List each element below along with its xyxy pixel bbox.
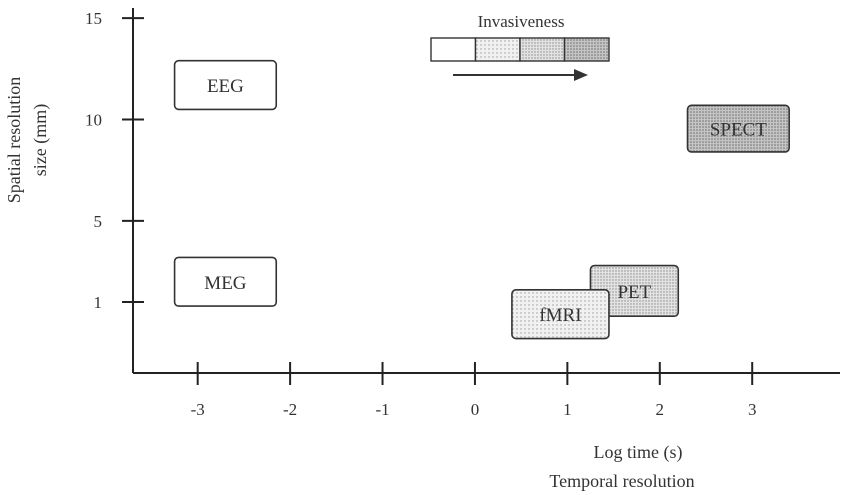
meg-label: MEG <box>204 273 247 294</box>
y-tick-label: 15 <box>85 9 102 28</box>
x-axis-title-line1: Log time (s) <box>594 442 683 463</box>
x-tick-label: 1 <box>563 400 572 419</box>
technique-boxes: EEG MEG SPECT PET fMRI <box>173 59 790 340</box>
legend-title: Invasiveness <box>478 12 565 31</box>
x-tick-label: -2 <box>283 400 297 419</box>
y-axis-ticks: 15 10 5 1 <box>85 9 144 312</box>
x-tick-label: 0 <box>471 400 480 419</box>
eeg-box <box>173 59 278 111</box>
fmri-box <box>511 289 610 340</box>
eeg-label: EEG <box>207 76 244 97</box>
spect-box <box>686 104 790 153</box>
legend-cell-level-3 <box>563 37 610 62</box>
y-tick-label: 5 <box>94 212 103 231</box>
meg-box <box>173 256 278 307</box>
invasiveness-legend: Invasiveness <box>430 12 610 81</box>
x-tick-label: -1 <box>375 400 389 419</box>
y-axis-title-line2: size (mm) <box>30 104 51 176</box>
y-tick-label: 10 <box>85 111 102 130</box>
legend-cell-level-2 <box>519 37 566 62</box>
y-axis-title-line1: Spatial resolution <box>4 77 24 203</box>
x-tick-label: 3 <box>748 400 757 419</box>
pet-label: PET <box>617 282 651 303</box>
fmri-label: fMRI <box>539 305 581 326</box>
x-axis-title-line2: Temporal resolution <box>549 471 694 491</box>
x-tick-label: -3 <box>191 400 205 419</box>
y-tick-label: 1 <box>94 293 103 312</box>
x-tick-label: 2 <box>656 400 665 419</box>
spect-label: SPECT <box>710 120 767 141</box>
x-axis-ticks: -3 -2 -1 0 1 2 3 <box>191 362 757 419</box>
legend-cell-level-0 <box>430 37 477 62</box>
invasiveness-arrow-head <box>574 69 588 81</box>
legend-cell-level-1 <box>474 37 521 62</box>
